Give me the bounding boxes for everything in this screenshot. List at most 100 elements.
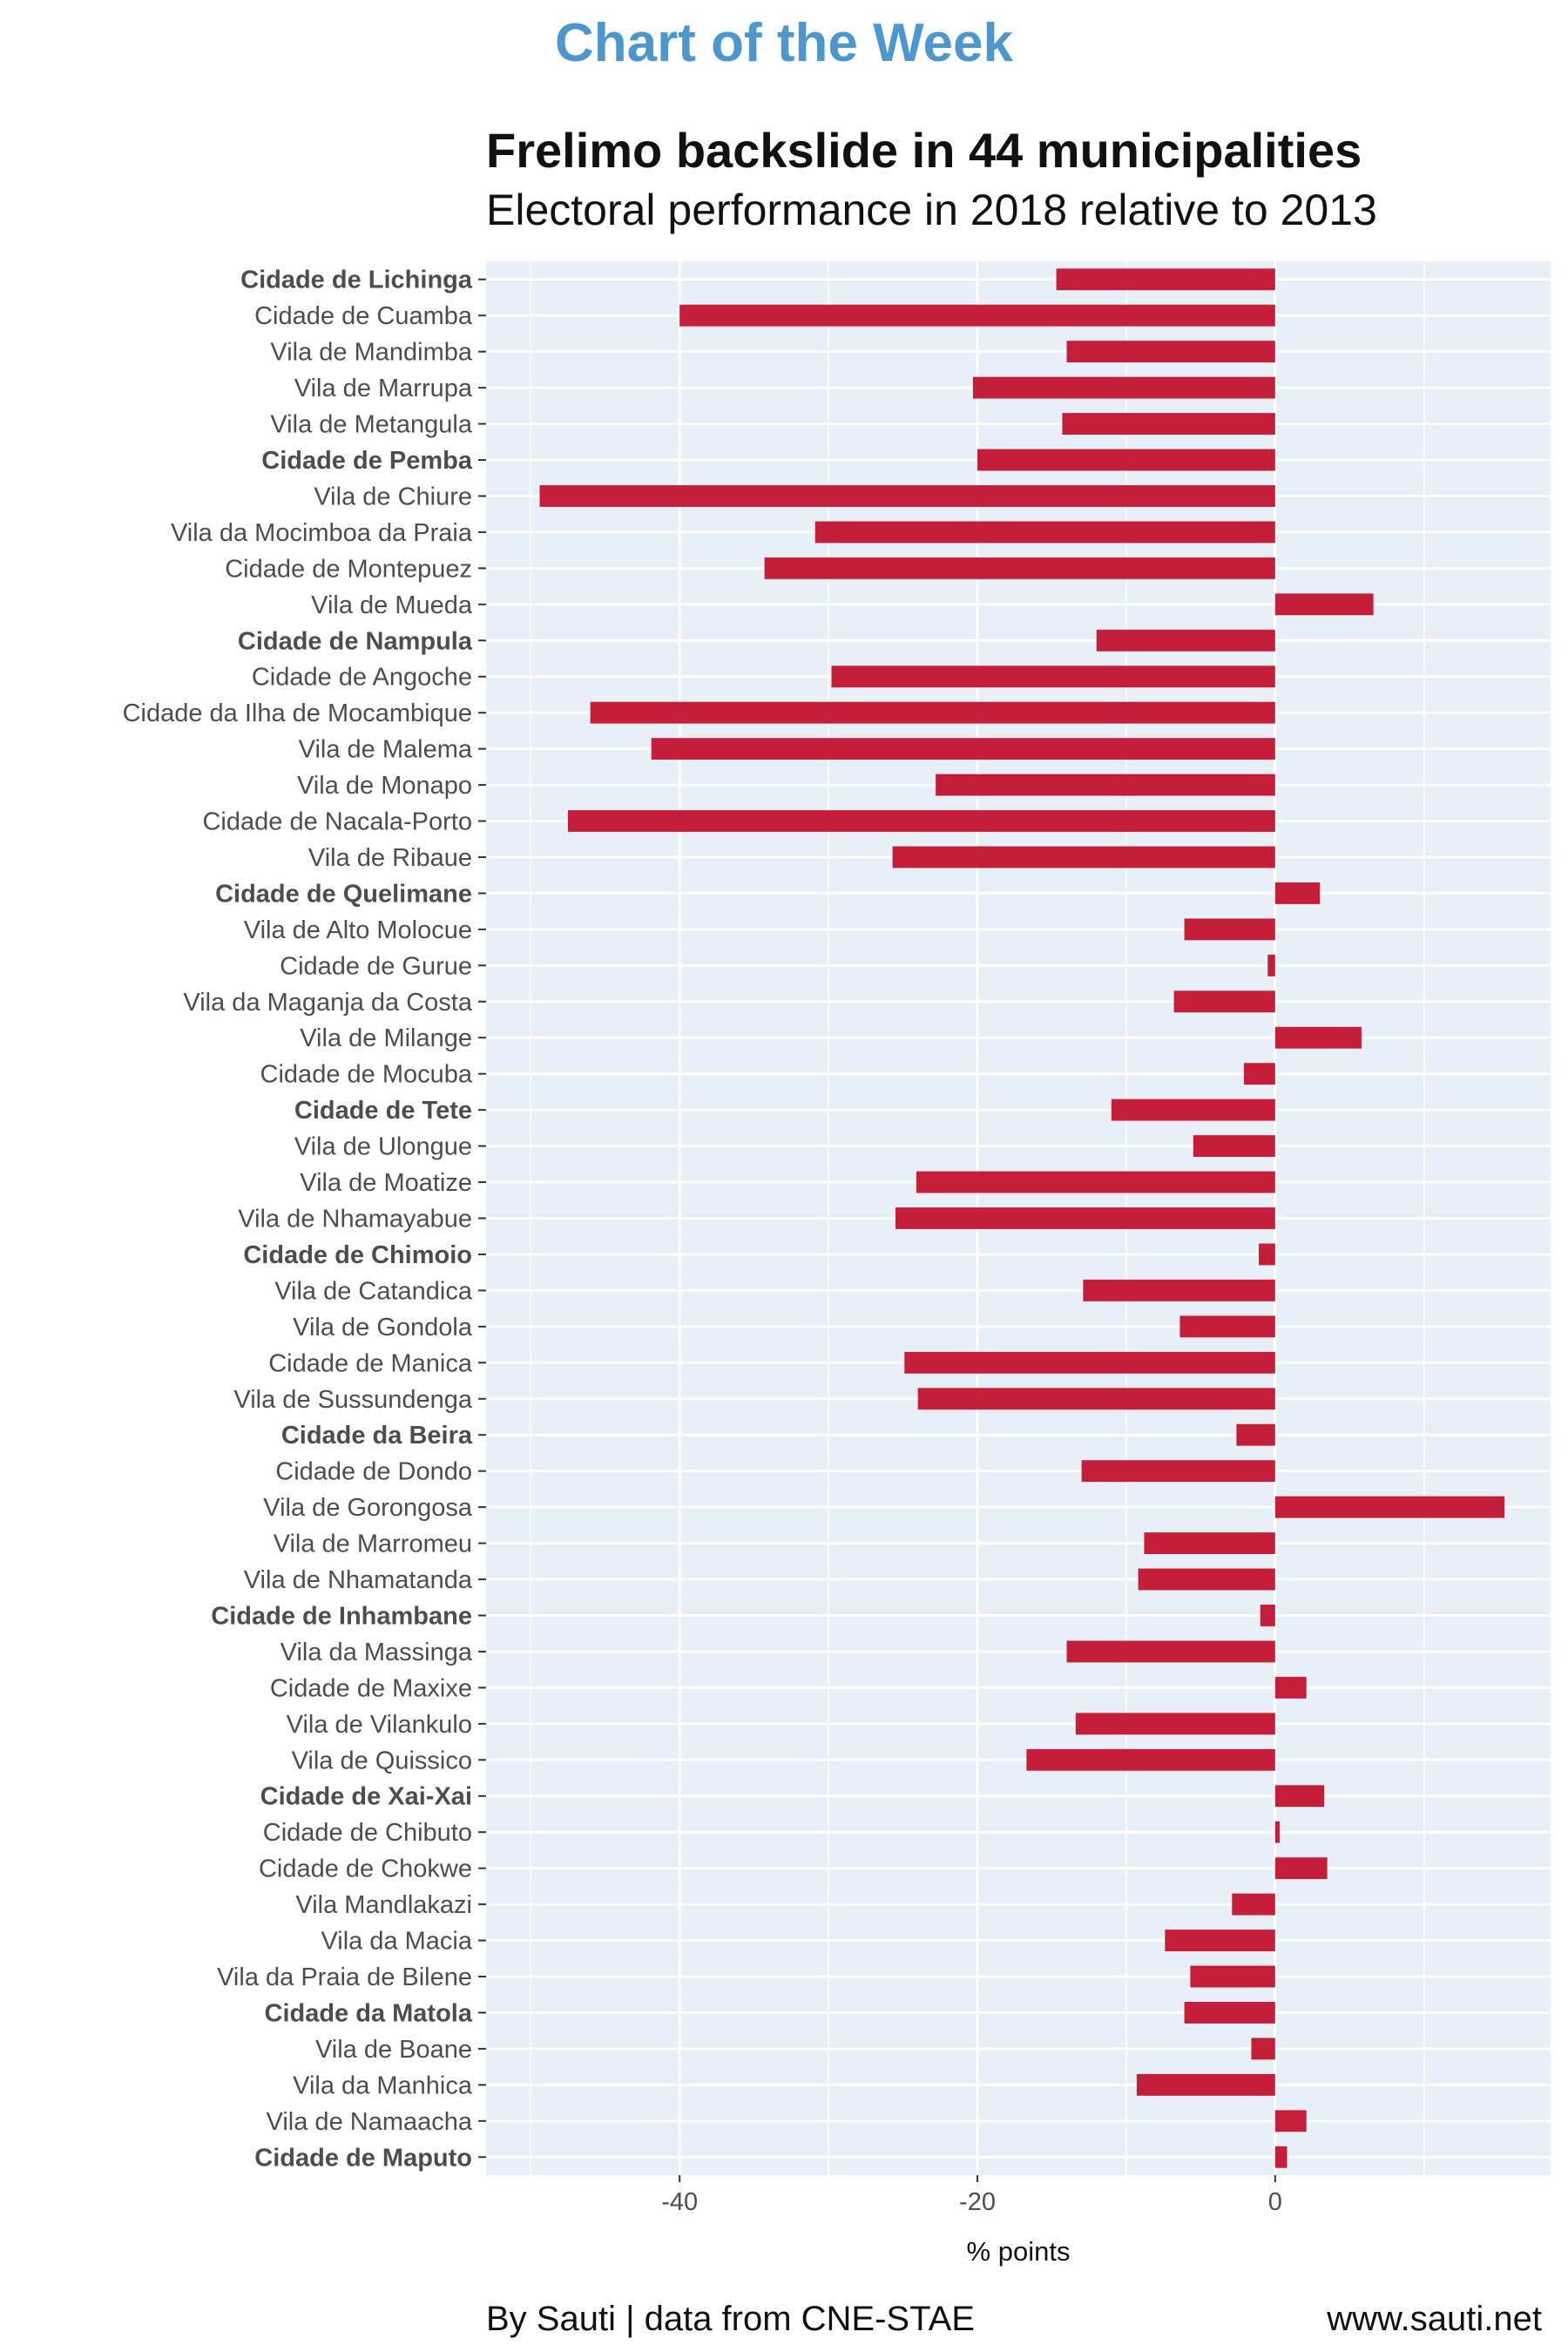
category-label: Vila Mandlakazi [295,1891,472,1919]
bar [814,521,1275,544]
bar [651,738,1275,760]
bar [1236,1423,1275,1446]
bar [1259,1243,1275,1266]
bar [1096,629,1275,652]
bar [916,1171,1275,1193]
category-label: Cidade de Angoche [252,664,472,692]
category-label: Cidade de Gurue [280,952,472,980]
category-label: Vila de Chiure [314,483,472,510]
category-label: Cidade de Pemba [261,447,473,475]
category-label: Cidade de Manica [268,1349,473,1377]
x-axis-ticks: -40 -20 0 [661,2175,1282,2216]
category-label: Vila de Malema [299,736,473,764]
category-label: Vila de Marrupa [294,375,473,402]
bar [764,557,1275,579]
bar [1260,1605,1275,1626]
bar [1144,1532,1275,1555]
bar [1111,1098,1275,1121]
bar [1274,882,1321,904]
bar [1138,1568,1275,1591]
bar [1136,2073,1275,2096]
bar [1274,1026,1362,1049]
category-label: Cidade de Quelimane [215,880,472,908]
category-label: Cidade da Ilha de Mocambique [123,700,472,727]
category-label: Cidade de Dondo [275,1458,472,1486]
bar [1193,1135,1275,1158]
website-link[interactable]: www.sauti.net [1327,2300,1542,2338]
category-label: Cidade de Montepuez [225,555,472,583]
category-label: Vila da Manhica [293,2072,473,2099]
bar [1179,1315,1275,1338]
category-label: Vila de Boane [315,2036,472,2064]
bar [1075,1713,1275,1735]
bar [1184,2002,1275,2024]
category-label: Cidade da Matola [265,1999,473,2027]
bar [892,846,1275,868]
bar [1056,268,1275,291]
category-label: Vila da Mocimboa da Praia [171,519,473,547]
category-label: Vila de Moatize [300,1169,472,1197]
chart-title: Frelimo backslide in 44 municipalities [486,123,1362,178]
category-label: Vila de Marromeu [274,1531,472,1558]
category-label: Vila de Catandica [274,1277,473,1305]
bar [1173,990,1275,1013]
bar [1184,918,1275,941]
bar [568,810,1275,832]
x-axis-title: % points [967,2236,1071,2267]
x-tick-label: -20 [959,2188,996,2216]
category-label: Vila de Quissico [292,1747,472,1774]
bar [1243,1063,1275,1085]
bar [1026,1748,1275,1771]
category-label: Vila de Ulongue [294,1133,472,1161]
category-label: Cidade da Beira [281,1422,473,1450]
bar [539,485,1275,507]
bar [1190,1965,1275,1988]
bar [896,1207,1275,1229]
bar [1274,1676,1307,1699]
bar [1232,1893,1275,1916]
bar [917,1388,1275,1410]
category-label: Cidade de Inhambane [211,1602,472,1630]
category-labels: Cidade de Lichinga Cidade de Cuamba Vila d… [123,267,486,2172]
category-label: Vila de Namaacha [267,2108,473,2136]
category-label: Cidade de Tete [294,1097,472,1125]
bar [1062,413,1275,435]
bar [1274,1496,1505,1518]
category-label: Cidade de Chibuto [263,1819,472,1847]
source-credit: By Sauti | data from CNE-STAE [486,2300,975,2338]
category-label: Vila da Praia de Bilene [217,1963,472,1991]
category-label: Vila de Metangula [270,411,473,439]
bar [977,449,1275,471]
category-label: Cidade de Chokwe [259,1855,472,1883]
category-label: Vila de Monapo [297,772,472,800]
category-label: Vila da Macia [321,1928,472,1956]
category-label: Vila da Massinga [280,1639,473,1666]
bar [1274,1785,1325,1808]
bar [1274,1857,1328,1880]
category-label: Cidade de Maxixe [270,1674,472,1702]
x-tick-label: -40 [661,2188,698,2216]
bar [1251,2038,1275,2060]
category-label: Vila de Mueda [311,591,473,619]
bar [1267,954,1275,977]
bar [1083,1279,1275,1301]
bar [972,376,1275,399]
category-label: Vila de Gondola [293,1314,473,1342]
category-label: Cidade de Xai-Xai [260,1783,472,1811]
category-label: Cidade de Mocuba [260,1061,473,1089]
bars [539,268,1505,2168]
category-label: Vila da Maganja da Costa [183,989,472,1017]
bar [1081,1460,1275,1483]
bar [1274,593,1374,616]
x-tick-label: 0 [1268,2188,1282,2216]
bar [936,774,1275,796]
bar [679,304,1275,327]
category-label: Vila de Ribaue [308,844,472,872]
chart-subtitle: Electoral performance in 2018 relative t… [486,186,1377,234]
bar [1066,341,1275,363]
category-label: Vila de Milange [300,1024,472,1052]
bar [1165,1930,1275,1951]
bar [831,666,1275,688]
bar [1274,1821,1280,1843]
